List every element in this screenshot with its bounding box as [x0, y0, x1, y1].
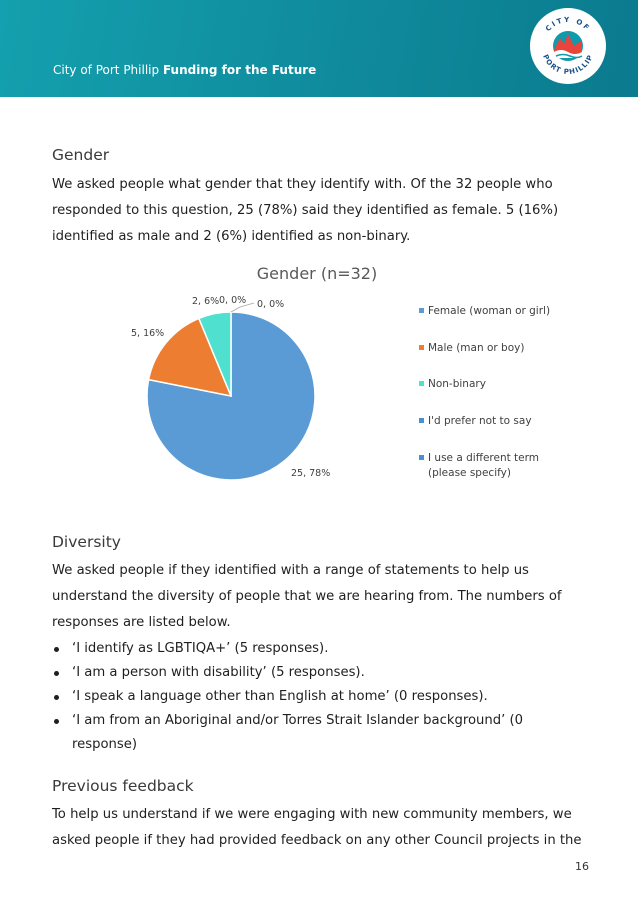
- list-item-text: ‘I speak a language other than English a…: [72, 689, 488, 704]
- city-logo: CITY OF PORT PHILLIP: [530, 8, 606, 84]
- legend-item-0: Female (woman or girl): [419, 305, 550, 317]
- diversity-list: ‘I identify as LGBTIQA+’ (5 responses). …: [52, 637, 592, 757]
- legend-swatch-4: [419, 455, 424, 460]
- chart-title: Gender (n=32): [257, 264, 377, 283]
- svg-text:CITY OF: CITY OF: [544, 16, 592, 33]
- legend-label-2: Non-binary: [428, 378, 486, 390]
- pie-slices: [146, 311, 316, 481]
- legend-label-0: Female (woman or girl): [428, 305, 550, 317]
- legend-item-3: I'd prefer not to say: [419, 415, 532, 427]
- bullet-icon: [54, 647, 59, 652]
- pie-data-labels: 25, 78%5, 16%2, 6% 0, 0% 0, 0%: [131, 295, 330, 479]
- legend-label-4: I use a different term (please specify): [428, 452, 539, 479]
- legend-swatch-0: [419, 308, 424, 313]
- pie-leader-line: [230, 302, 255, 313]
- list-item-text: ‘I am a person with disability’ (5 respo…: [72, 665, 365, 680]
- page-number: 16: [575, 860, 589, 873]
- legend-item-4: I use a different term (please specify): [419, 452, 539, 479]
- legend-swatch-3: [419, 418, 424, 423]
- pie-data-label-1: 5, 16%: [131, 328, 164, 339]
- header-project-title: Funding for the Future: [162, 63, 317, 77]
- pie-slice-2: [197, 311, 232, 397]
- list-item: ‘I am from an Aboriginal and/or Torres S…: [52, 709, 592, 757]
- pie-data-label-4: 0, 0%: [257, 299, 284, 310]
- pie-slice-0: [146, 311, 316, 481]
- legend-swatch-2: [419, 381, 424, 386]
- gender-pie-chart: Gender (n=32) 25, 78%5, 16%2, 6% 0, 0% 0, …: [131, 264, 550, 481]
- list-item-text: ‘I identify as LGBTIQA+’ (5 responses).: [72, 641, 329, 656]
- bullet-icon: [54, 719, 59, 724]
- header-title: City of Port Phillip Funding for the Fut…: [53, 63, 316, 77]
- pie-data-label-0: 25, 78%: [291, 468, 330, 479]
- city-logo-graphic: CITY OF PORT PHILLIP: [541, 16, 594, 76]
- logo-text-top: CITY OF: [544, 16, 590, 33]
- page-header: City of Port Phillip Funding for the Fut…: [0, 0, 638, 97]
- legend-item-1: Male (man or boy): [419, 342, 524, 354]
- list-item: ‘I am a person with disability’ (5 respo…: [52, 661, 592, 685]
- pie-data-label-3: 0, 0%: [219, 295, 246, 306]
- bullet-icon: [54, 695, 59, 700]
- gender-heading: Gender: [52, 146, 110, 164]
- list-item: ‘I identify as LGBTIQA+’ (5 responses).: [52, 637, 592, 661]
- diversity-paragraph: We asked people if they identified with …: [52, 563, 562, 630]
- legend-swatch-1: [419, 345, 424, 350]
- list-item: ‘I speak a language other than English a…: [52, 685, 592, 709]
- bullet-icon: [54, 671, 59, 676]
- previous-feedback-paragraph: To help us understand if we were engagin…: [52, 807, 582, 848]
- previous-feedback-heading: Previous feedback: [52, 777, 194, 795]
- gender-paragraph: We asked people what gender that they id…: [52, 177, 559, 244]
- header-org: City of Port Phillip: [53, 63, 160, 77]
- legend-item-2: Non-binary: [419, 378, 486, 390]
- list-item-text: ‘I am from an Aboriginal and/or Torres S…: [72, 713, 524, 752]
- legend-label-1: Male (man or boy): [428, 342, 524, 354]
- chart-legend: Female (woman or girl) Male (man or boy) N…: [419, 305, 550, 479]
- pie-slice-1: [147, 317, 233, 398]
- diversity-heading: Diversity: [52, 533, 121, 551]
- legend-label-3: I'd prefer not to say: [428, 415, 532, 427]
- pie-data-label-2: 2, 6%: [192, 296, 219, 307]
